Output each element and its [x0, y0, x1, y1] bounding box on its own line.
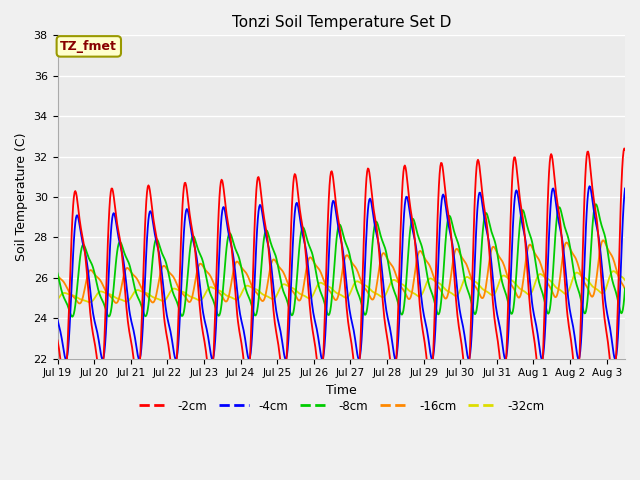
- Legend: -2cm, -4cm, -8cm, -16cm, -32cm: -2cm, -4cm, -8cm, -16cm, -32cm: [134, 395, 548, 417]
- X-axis label: Time: Time: [326, 384, 356, 397]
- Title: Tonzi Soil Temperature Set D: Tonzi Soil Temperature Set D: [232, 15, 451, 30]
- Y-axis label: Soil Temperature (C): Soil Temperature (C): [15, 132, 28, 261]
- Text: TZ_fmet: TZ_fmet: [60, 40, 117, 53]
